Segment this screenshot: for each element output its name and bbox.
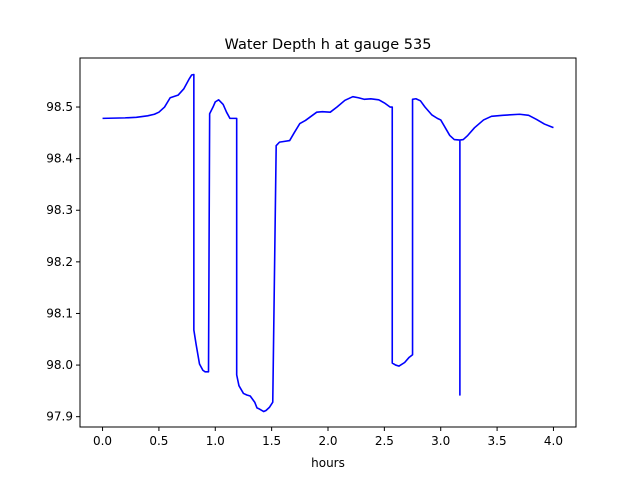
x-axis-label: hours <box>311 456 345 470</box>
x-tick-label: 4.0 <box>544 434 563 448</box>
chart-title: Water Depth h at gauge 535 <box>225 37 432 53</box>
x-tick-label: 1.0 <box>206 434 225 448</box>
y-tick-label: 98.5 <box>46 100 73 114</box>
x-tick-label: 2.5 <box>375 434 394 448</box>
y-tick-label: 98.3 <box>46 203 73 217</box>
x-tick-label: 1.5 <box>262 434 281 448</box>
y-tick-label: 98.4 <box>46 152 73 166</box>
axis-ticks: 0.0 0.5 1.0 1.5 2.0 2.5 3.0 3.5 4.0 97.9 98.0 98.1 9… <box>46 100 563 448</box>
series-line <box>102 73 554 413</box>
x-tick-label: 3.5 <box>488 434 507 448</box>
y-tick-label: 98.2 <box>46 255 73 269</box>
y-tick-label: 98.0 <box>46 358 73 372</box>
plot-area <box>102 73 554 413</box>
x-tick-label: 0.0 <box>93 434 112 448</box>
plot-frame <box>79 57 577 428</box>
y-tick-label: 97.9 <box>46 410 73 424</box>
x-tick-label: 3.0 <box>431 434 450 448</box>
x-tick-label: 2.0 <box>318 434 337 448</box>
y-tick-label: 98.1 <box>46 306 73 320</box>
x-tick-label: 0.5 <box>149 434 168 448</box>
